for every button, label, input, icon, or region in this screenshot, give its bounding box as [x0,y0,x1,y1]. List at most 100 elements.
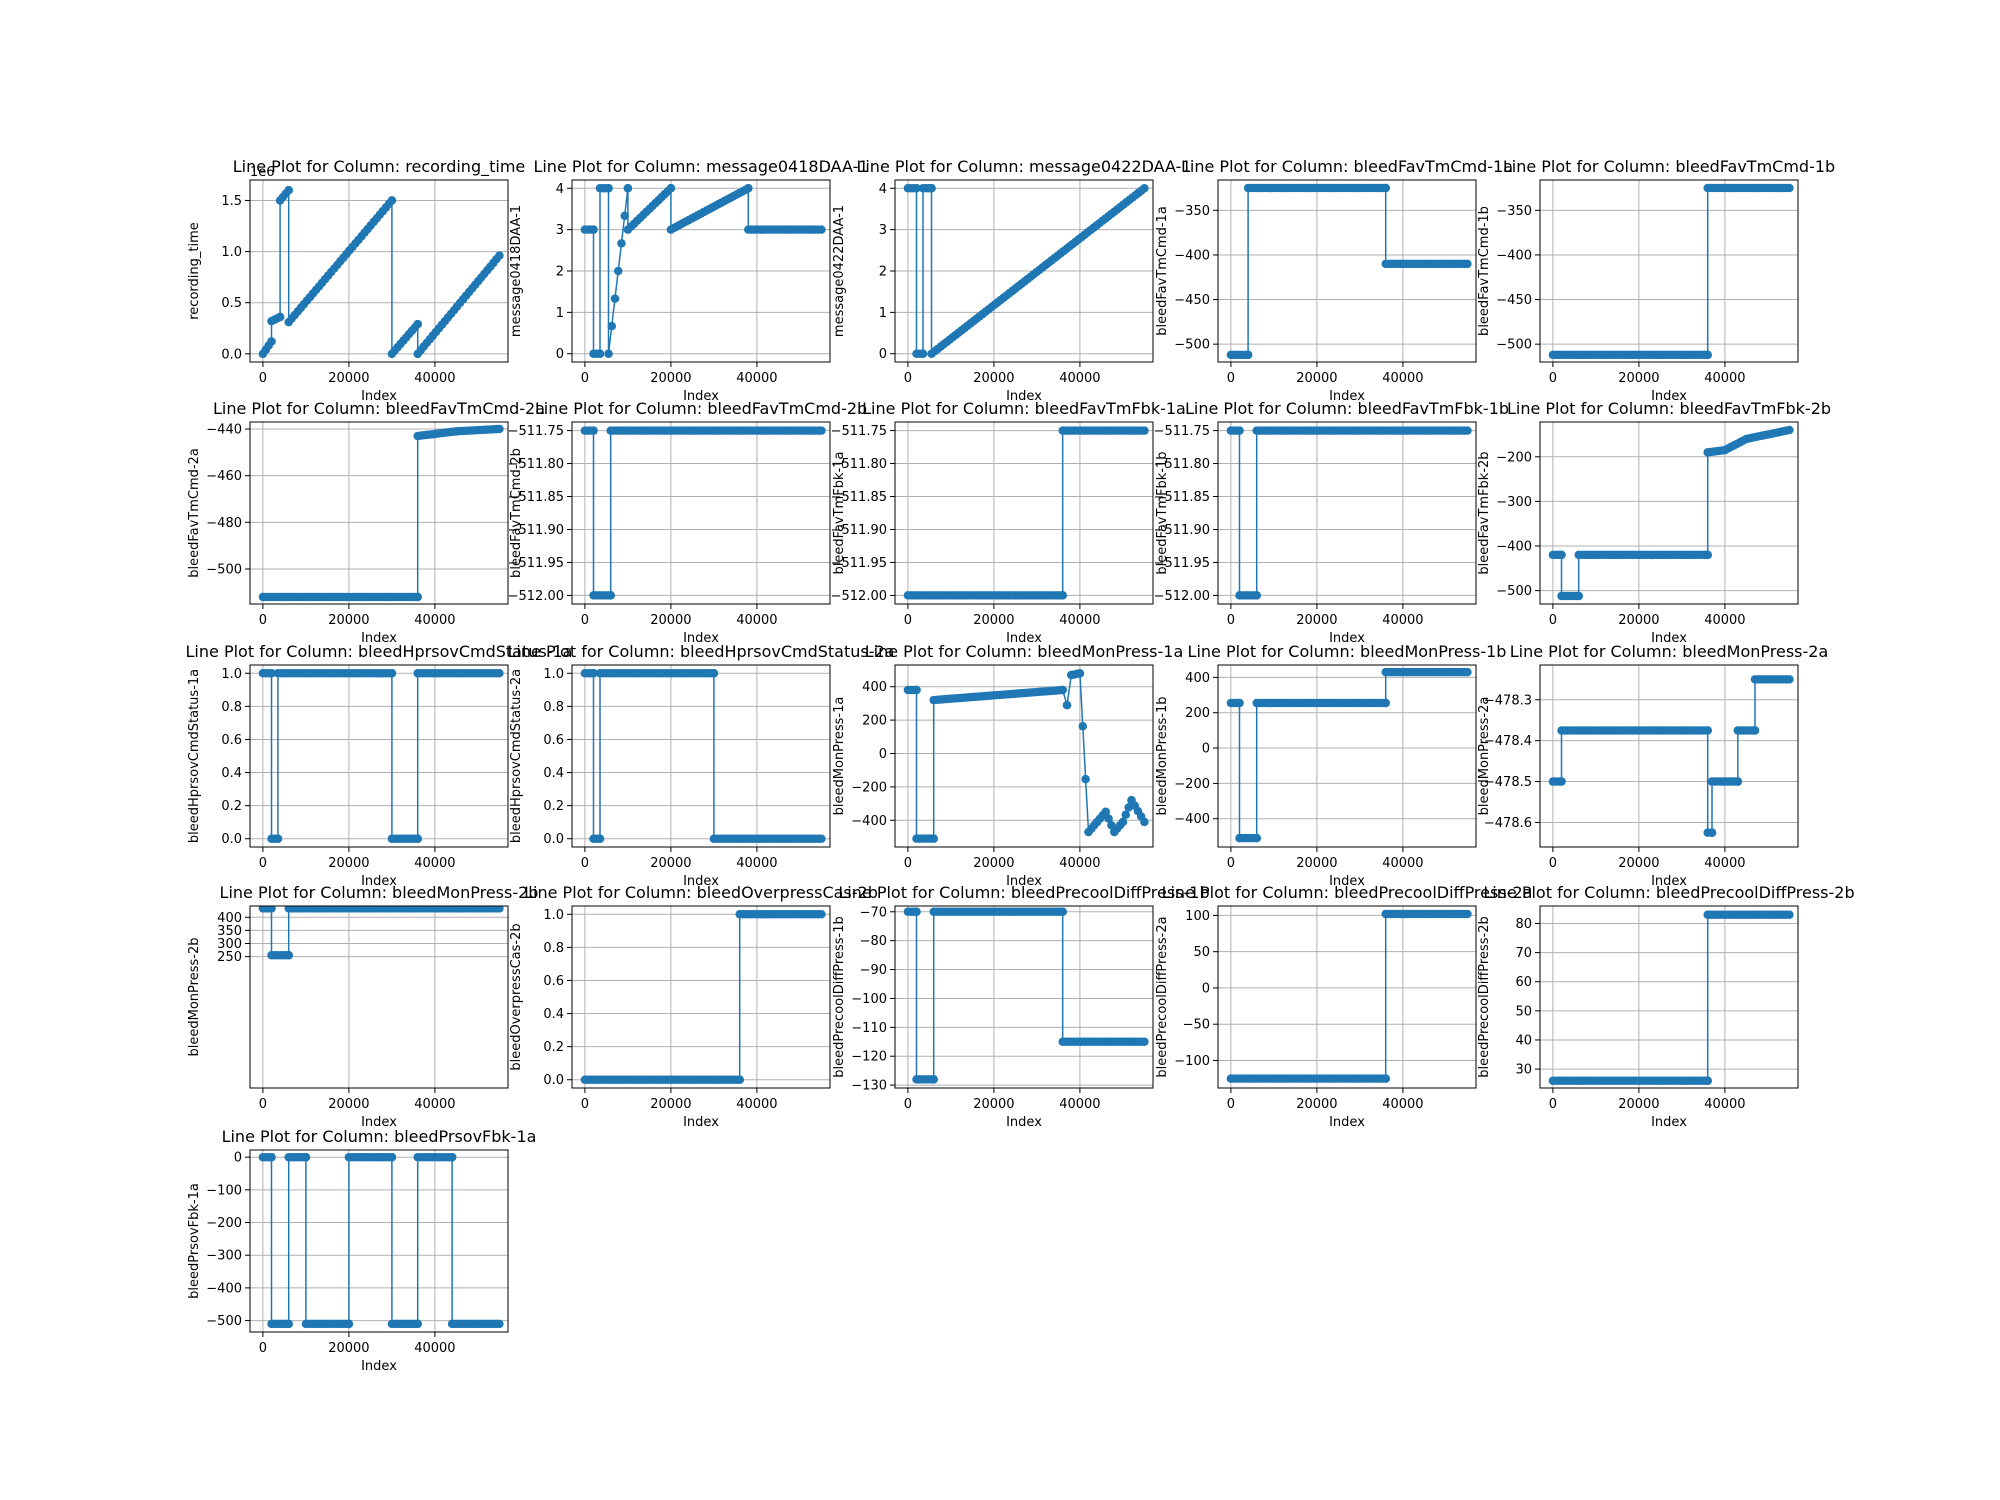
data-point [606,591,615,600]
data-point [927,184,936,193]
y-tick-label: −511.95 [508,556,564,571]
plot-area [250,665,508,847]
axes-frame [1217,179,1477,363]
y-tick-label: 4 [879,182,887,197]
y-tick-label: −500 [1496,584,1532,599]
axes-frame [1539,664,1799,848]
x-axis-label: Index [361,389,397,404]
data-point [495,424,504,434]
axes-frame [571,664,831,848]
chart-title: Line Plot for Column: bleedMonPress-2a [1510,642,1829,661]
data-point [817,225,826,234]
plot-area [895,906,1153,1088]
y-tick-label: 0.4 [221,766,242,781]
x-tick-label: 40000 [1704,371,1745,386]
x-tick-label: 40000 [1059,856,1100,871]
y-tick-label: −70 [860,905,887,920]
x-tick-label: 0 [1549,856,1557,871]
data-point [1785,183,1794,193]
series [1226,183,1472,360]
x-tick-label: 40000 [414,1097,455,1112]
y-axis-label: bleedMonPress-1b [1155,697,1170,816]
y-axis-label: bleedFavTmFbk-2b [1477,451,1492,574]
x-tick-label: 20000 [1296,371,1337,386]
y-tick-label: 200 [862,714,887,729]
data-point [1703,1076,1712,1085]
series-line [1552,678,1790,834]
chart-title: Line Plot for Column: bleedMonPress-2b [220,883,539,902]
axes-frame [249,1149,509,1333]
data-point [912,184,921,193]
plot-area [572,422,830,604]
x-tick-label: 0 [581,856,589,871]
y-tick-label: −478.3 [1484,693,1532,708]
y-tick-label: 0 [1202,981,1210,996]
series [580,184,826,358]
y-tick-label: 100 [1185,909,1210,924]
y-axis-label: bleedPrecoolDiffPress-2a [1155,916,1170,1077]
y-tick-label: 1.5 [221,194,242,209]
series [1226,909,1472,1083]
y-axis-label: bleedPrecoolDiffPress-2b [1477,916,1492,1077]
y-tick-label: 0.6 [221,733,242,748]
data-point [604,349,613,358]
chart-title: Line Plot for Column: message0422DAA-1 [856,157,1191,176]
y-tick-label: 1 [556,306,564,321]
x-axis-label: Index [1329,631,1365,646]
data-point [495,906,504,913]
chart-title: Line Plot for Column: recording_time [233,157,526,177]
x-tick-label: 20000 [650,856,691,871]
y-tick-label: −200 [1496,450,1532,465]
y-tick-label: 50 [1193,945,1210,960]
data-point [817,834,826,843]
y-tick-label: −480 [206,516,242,531]
y-axis-label: bleedFavTmCmd-1b [1477,206,1492,336]
subplot-12: 0 20000 40000 0.0 0.2 0.4 0.6 0.8 1.0 Line Plot f… [508,642,895,889]
plot-area [1218,906,1476,1088]
y-tick-label: −400 [1496,540,1532,555]
axes-frame [1217,664,1477,848]
y-axis-label: bleedFavTmFbk-1b [1155,451,1170,574]
x-tick-label: 20000 [328,856,369,871]
y-tick-label: 0.0 [543,832,564,847]
chart-title: Line Plot for Column: bleedFavTmFbk-2b [1507,399,1831,418]
data-point [1101,807,1110,817]
y-tick-label: −400 [851,814,887,829]
data-point [1750,726,1760,735]
subplot-17: 0 20000 40000 0.0 0.2 0.4 0.6 0.8 1.0 Line Plot f… [509,883,878,1130]
y-tick-label: 0.8 [543,700,564,715]
axes-frame [1539,905,1799,1089]
x-tick-label: 20000 [1296,1097,1337,1112]
subplot-14: 0 20000 40000 −400 −200 0 200 400 Line Plot for … [1155,642,1506,889]
data-point [267,669,276,678]
y-tick-label: 1.0 [221,245,242,260]
axes-frame [249,905,509,1089]
y-axis-label: bleedOverpressCas-2b [509,923,524,1070]
plot-area [895,422,1153,604]
y-tick-label: 0.8 [221,700,242,715]
x-axis-label: Index [1651,874,1687,889]
x-tick-label: 20000 [328,1341,369,1356]
x-tick-label: 20000 [650,371,691,386]
data-point [284,185,293,195]
plot-area [1218,665,1476,847]
y-tick-label: 0 [556,347,564,362]
y-axis-label: bleedMonPress-2b [187,938,202,1057]
y-tick-label: 40 [1515,1033,1532,1048]
y-tick-label: −200 [851,780,887,795]
y-tick-label: 0.5 [221,296,242,311]
subplot-6: 0 20000 40000 −500 −480 −460 −440 Line Plot for… [187,399,545,646]
y-tick-label: 0 [234,1151,242,1166]
data-point [387,669,397,678]
y-tick-label: 50 [1515,1004,1532,1019]
series [1548,183,1794,360]
subplot-4: 0 20000 40000 −500 −450 −400 −350 Line Plot for… [1155,157,1513,404]
x-tick-label: 20000 [328,613,369,628]
y-tick-label: −511.75 [508,424,564,439]
chart-title: Line Plot for Column: bleedFavTmCmd-1b [1503,157,1835,176]
data-point [413,834,422,843]
x-axis-label: Index [361,1115,397,1130]
series [580,669,826,843]
x-tick-label: 40000 [414,613,455,628]
